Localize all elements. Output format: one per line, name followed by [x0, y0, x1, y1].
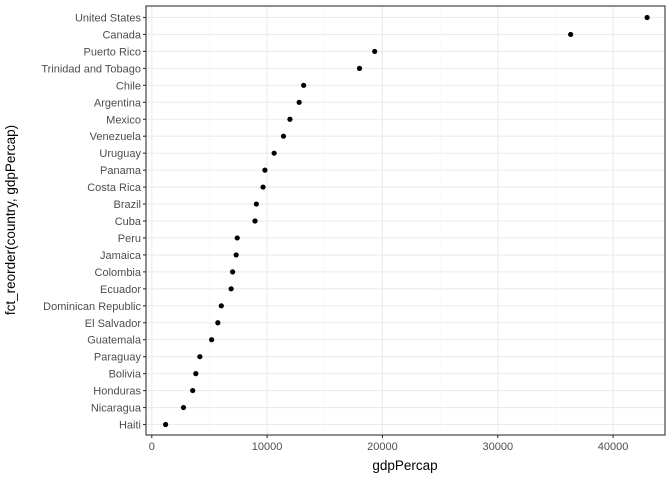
data-point — [262, 167, 268, 173]
data-point — [218, 303, 224, 309]
y-tick-label: Paraguay — [94, 352, 142, 364]
data-point — [301, 82, 307, 88]
data-point — [234, 235, 240, 241]
x-tick-label: 30000 — [482, 441, 513, 453]
data-point — [253, 201, 259, 207]
y-tick-label: Guatemala — [87, 335, 142, 347]
y-tick-label: Bolivia — [109, 369, 142, 381]
y-tick-label: Canada — [102, 29, 141, 41]
x-tick-label: 0 — [149, 441, 155, 453]
data-point — [644, 14, 650, 21]
x-axis: 0 10000 20000 30000 40000 — [149, 435, 629, 453]
data-point — [230, 269, 236, 275]
data-point — [260, 184, 266, 190]
data-point — [180, 404, 187, 411]
x-tick-label: 40000 — [598, 441, 629, 453]
data-point — [209, 337, 215, 343]
y-axis: Haiti Nicaragua Honduras Bolivia Paraguay Gua… — [41, 13, 146, 432]
data-point — [163, 421, 169, 428]
x-axis-title: gdpPercap — [372, 458, 437, 473]
data-point — [252, 218, 258, 224]
y-tick-label: Peru — [118, 233, 141, 245]
data-point — [296, 99, 302, 105]
data-point — [233, 252, 239, 258]
y-tick-label: Chile — [116, 80, 141, 92]
data-points — [163, 14, 650, 428]
y-tick-label: El Salvador — [85, 318, 142, 330]
x-tick-label: 20000 — [367, 441, 398, 453]
data-point — [197, 354, 203, 360]
data-point — [271, 150, 277, 156]
data-point — [215, 320, 221, 326]
grid-lines — [146, 6, 665, 435]
y-tick-label: Dominican Republic — [43, 301, 141, 313]
y-tick-label: United States — [75, 13, 142, 25]
y-tick-label: Uruguay — [99, 148, 141, 160]
data-point — [280, 133, 287, 139]
y-tick-label: Ecuador — [100, 284, 141, 296]
y-tick-label: Jamaica — [100, 250, 142, 262]
y-tick-label: Puerto Rico — [84, 46, 141, 58]
x-tick-label: 10000 — [252, 441, 283, 453]
y-tick-label: Mexico — [106, 114, 141, 126]
y-tick-label: Honduras — [93, 386, 141, 398]
y-tick-label: Haiti — [119, 420, 141, 432]
y-tick-label: Colombia — [95, 267, 142, 279]
y-tick-label: Argentina — [94, 97, 142, 109]
y-tick-label: Nicaragua — [91, 403, 142, 415]
y-tick-label: Cuba — [115, 216, 142, 228]
data-point — [356, 65, 363, 71]
y-tick-label: Venezuela — [90, 131, 142, 143]
data-point — [568, 31, 574, 38]
data-point — [228, 286, 234, 292]
y-axis-title: fct_reorder(country, gdpPercap) — [3, 125, 18, 315]
data-point — [287, 116, 293, 122]
y-tick-label: Costa Rica — [87, 182, 142, 194]
data-point — [190, 387, 196, 394]
data-point — [193, 371, 199, 377]
y-tick-label: Trinidad and Tobago — [41, 63, 141, 75]
y-tick-label: Brazil — [113, 199, 141, 211]
data-point — [372, 48, 378, 55]
y-tick-label: Panama — [100, 165, 142, 177]
